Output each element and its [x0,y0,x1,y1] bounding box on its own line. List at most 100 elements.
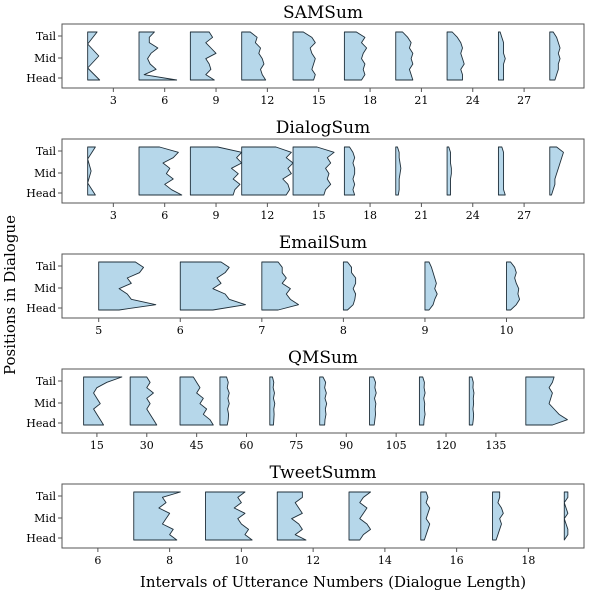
x-tick-label: 6 [177,324,184,337]
violin-emailsum-7 [261,261,299,311]
x-tick-label: 45 [190,439,204,452]
violin-dialogsum-13.5 [292,146,335,196]
violin-dialogsum-1.5 [87,146,96,196]
panel-frame [61,138,585,204]
violin-qmsum-40 [179,376,214,426]
violin-tweetsumm-13 [348,491,371,541]
violin-dialogsum-4.5 [138,146,183,196]
y-tick-label: Head [26,187,56,200]
y-tick-label: Mid [34,397,56,410]
violin-tweetsumm-17 [492,491,504,541]
violin-tweetsumm-7 [133,491,181,541]
violin-samsum-7.5 [189,31,217,81]
x-tick-label: 10 [234,554,248,567]
violin-tweetsumm-9 [205,491,253,541]
violin-dialogsum-25.5 [497,146,506,196]
x-tick-label: 120 [436,439,457,452]
y-tick-label: Mid [34,282,56,295]
x-tick-label: 16 [450,554,464,567]
violin-samsum-16.5 [343,31,368,81]
x-tick-label: 90 [339,439,353,452]
panel-frame [61,253,585,319]
panel-title: EmailSum [279,233,367,253]
x-tick-label: 9 [213,209,220,222]
y-tick-label: Tail [36,260,57,273]
x-tick-label: 18 [363,209,377,222]
x-tick-label: 15 [312,94,326,107]
violin-samsum-28.5 [549,31,561,81]
x-tick-label: 9 [421,324,428,337]
violin-tweetsumm-11 [276,491,307,541]
y-tick-label: Head [26,72,56,85]
y-tick-label: Tail [36,490,57,503]
x-tick-label: 6 [161,94,168,107]
violin-dialogsum-22.5 [446,146,452,196]
x-tick-label: 15 [90,439,104,452]
x-tick-label: 27 [517,94,531,107]
panel-dialogsum: DialogSum Tail Mid Head 3 6 9 12 15 18 21 24 27 [26,118,585,222]
y-tick-label: Mid [34,52,56,65]
x-tick-label: 24 [466,209,480,222]
violin-dialogsum-10.5 [241,146,294,196]
violin-qmsum-67 [269,376,276,426]
violin-qmsum-97 [369,376,377,426]
x-tick-label: 12 [260,209,274,222]
panel-emailsum: EmailSum Tail Mid Head 5 6 7 8 9 10 [26,233,585,337]
x-tick-label: 75 [289,439,303,452]
violin-emailsum-8 [342,261,357,311]
violin-samsum-4.5 [138,31,178,81]
x-tick-label: 9 [213,94,220,107]
violin-qmsum-11 [83,376,123,426]
violin-qmsum-112 [418,376,426,426]
panel-frame [61,23,585,89]
x-tick-label: 18 [363,94,377,107]
violin-emailsum-9 [424,261,438,311]
y-tick-label: Head [26,417,56,430]
panel-frame [61,483,585,549]
violin-emailsum-6 [179,261,246,311]
panel-frame [61,368,585,434]
x-tick-label: 105 [386,439,407,452]
violin-dialogsum-16.5 [343,146,356,196]
x-tick-label: 14 [378,554,392,567]
violin-qmsum-127 [468,376,475,426]
x-tick-label: 6 [94,554,101,567]
x-tick-label: 8 [166,554,173,567]
y-tick-label: Tail [36,145,57,158]
x-tick-label: 21 [414,209,428,222]
x-tick-label: 60 [240,439,254,452]
violin-emailsum-5 [98,261,157,311]
x-tick-label: 21 [414,94,428,107]
y-tick-label: Head [26,302,56,315]
x-tick-label: 7 [258,324,265,337]
violin-samsum-22.5 [446,31,465,81]
x-tick-label: 12 [306,554,320,567]
y-tick-label: Tail [36,30,57,43]
violin-dialogsum-28.5 [549,146,564,196]
violin-samsum-1.5 [87,31,101,81]
x-tick-label: 24 [466,94,480,107]
x-tick-label: 3 [110,94,117,107]
x-tick-label: 3 [110,209,117,222]
violin-qmsum-25 [129,376,158,426]
panel-qmsum: QMSum Tail Mid Head 15 30 45 60 75 90 105 120 135 [26,348,585,452]
x-tick-label: 18 [521,554,535,567]
panel-title: SAMSum [283,3,363,23]
panel-title: TweetSumm [269,463,376,483]
panel-title: DialogSum [276,118,370,138]
violin-qmsum-52 [219,376,230,426]
y-tick-label: Tail [36,375,57,388]
violin-emailsum-10 [506,261,521,311]
x-tick-label: 135 [485,439,506,452]
x-axis-label: Intervals of Utterance Numbers (Dialogue… [140,573,526,591]
panel-title: QMSum [288,348,358,368]
x-tick-label: 6 [161,209,168,222]
violin-tweetsumm-19 [563,491,569,541]
x-tick-label: 30 [140,439,154,452]
y-tick-label: Mid [34,512,56,525]
violin-dialogsum-7.5 [189,146,243,196]
x-tick-label: 8 [340,324,347,337]
y-axis-label: Positions in Dialogue [1,215,19,375]
x-tick-label: 10 [500,324,514,337]
violin-samsum-13.5 [292,31,316,81]
